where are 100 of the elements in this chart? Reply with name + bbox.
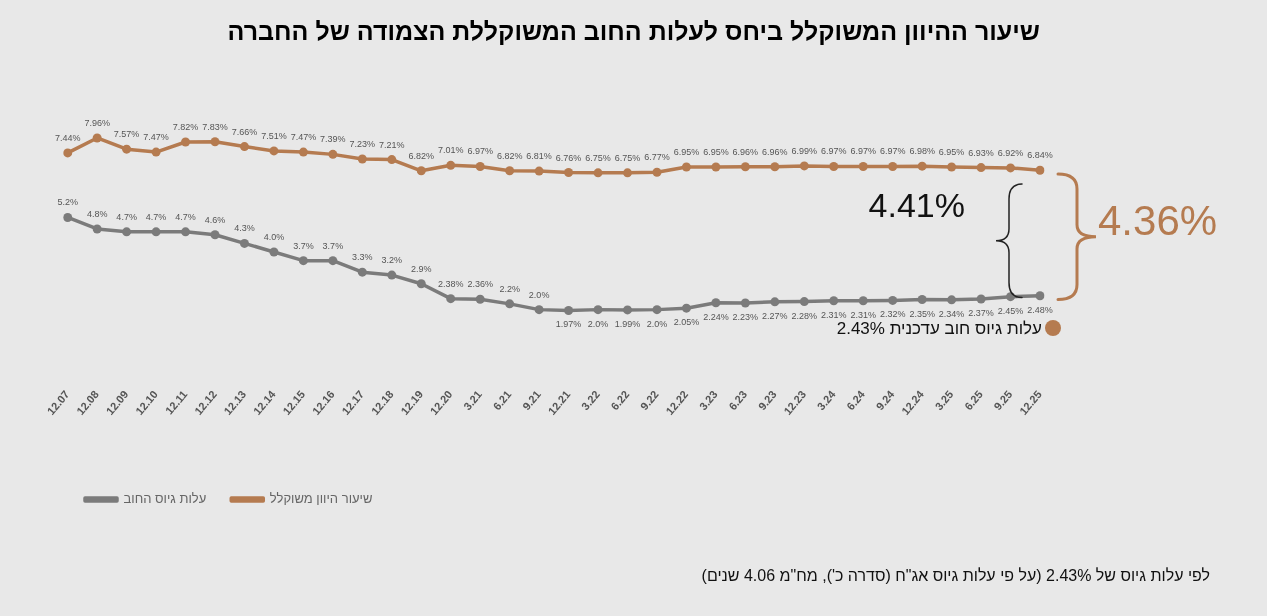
point [387,155,397,165]
point [269,146,279,156]
data-label: 4.8% [86,208,108,219]
point [564,168,574,178]
point [151,227,161,237]
data-label: 6.97% [467,146,493,157]
text: 4.36% [1098,196,1218,244]
data-label: 3.2% [381,255,403,266]
data-label: 7.82% [172,121,199,132]
point [181,227,191,237]
point [534,305,544,315]
legend-label: שיעור היוון משוקלל [269,491,373,507]
data-label: 6.92% [997,147,1024,158]
data-label: 2.0% [528,289,550,300]
point [976,163,986,173]
point [888,161,898,171]
point [652,305,662,315]
data-label: 6.97% [850,146,876,157]
data-label: 6.97% [820,146,847,157]
data-label: 7.57% [113,129,140,140]
point [475,294,485,304]
data-label: 2.23% [732,311,759,322]
point [505,299,515,309]
point [799,161,809,171]
data-label: 2.0% [646,318,668,329]
data-label: 6.95% [703,147,729,158]
point [122,227,132,237]
point [328,256,338,266]
point [1035,291,1045,301]
data-label: 2.28% [791,310,818,321]
legend-label: עלות גיוס החוב [123,491,207,507]
point [63,212,73,222]
point [829,296,839,306]
data-label: 4.7% [175,211,196,222]
point [947,162,957,172]
point [122,144,132,154]
point [475,161,485,171]
data-label: 7.39% [320,134,346,145]
data-label: 6.96% [732,146,759,157]
point [92,224,102,234]
point [593,168,603,178]
point [623,168,633,178]
point [888,295,898,305]
data-label: 7.23% [349,138,376,149]
point [446,294,456,304]
data-label: 7.66% [231,126,258,137]
point [63,148,73,158]
data-label: 2.9% [411,263,432,274]
point [298,256,308,266]
data-label: 7.01% [437,145,464,156]
data-label: 7.47% [290,132,317,143]
point [976,294,986,304]
data-label: 6.93% [968,147,994,158]
data-label: 2.0% [587,318,609,329]
point [711,298,721,308]
chart-title: שיעור ההיוון המשוקלל ביחס לעלות החוב המשוקללת הצמודה של החברה [227,16,1040,45]
point [210,137,220,147]
data-label: 2.45% [997,305,1024,316]
point [239,142,249,152]
data-label: 1.99% [614,318,641,329]
annotation: 4.41% [868,186,965,225]
point [181,137,191,147]
data-label: 4.6% [204,214,226,225]
text: עלות גיוס חוב עדכנית 2.43% [836,319,1043,339]
data-label: 6.75% [585,152,611,163]
data-label: 2.24% [703,311,729,322]
data-label: 2.31% [820,309,847,320]
point [328,149,338,159]
data-label: 4.0% [263,232,285,242]
data-label: 7.51% [261,130,287,141]
point [917,295,927,305]
data-label: 2.2% [499,283,520,294]
point [357,154,367,164]
data-label: 7.96% [84,117,110,128]
point [416,279,426,289]
data-label: 5.2% [57,197,78,208]
point [1035,165,1045,175]
data-label: 4.7% [116,211,137,222]
data-label: 6.98% [909,146,935,157]
data-label: 6.82% [496,150,523,161]
point [298,147,308,157]
point [534,166,544,176]
point [239,238,249,248]
data-label: 3.7% [293,240,314,251]
point [681,162,691,172]
point [623,305,633,315]
data-label: 6.95% [673,147,700,158]
point [947,295,957,305]
data-label: 6.97% [879,146,906,157]
data-label: 1.97% [555,319,582,330]
data-label: 2.36% [467,279,493,290]
point [770,162,780,172]
point [92,133,102,143]
data-label: 7.83% [202,121,228,132]
point [799,297,809,307]
data-label: 6.82% [408,150,435,161]
data-label: 6.95% [938,147,965,158]
data-label: 2.38% [437,278,464,289]
point [357,267,367,277]
point [1006,163,1016,173]
